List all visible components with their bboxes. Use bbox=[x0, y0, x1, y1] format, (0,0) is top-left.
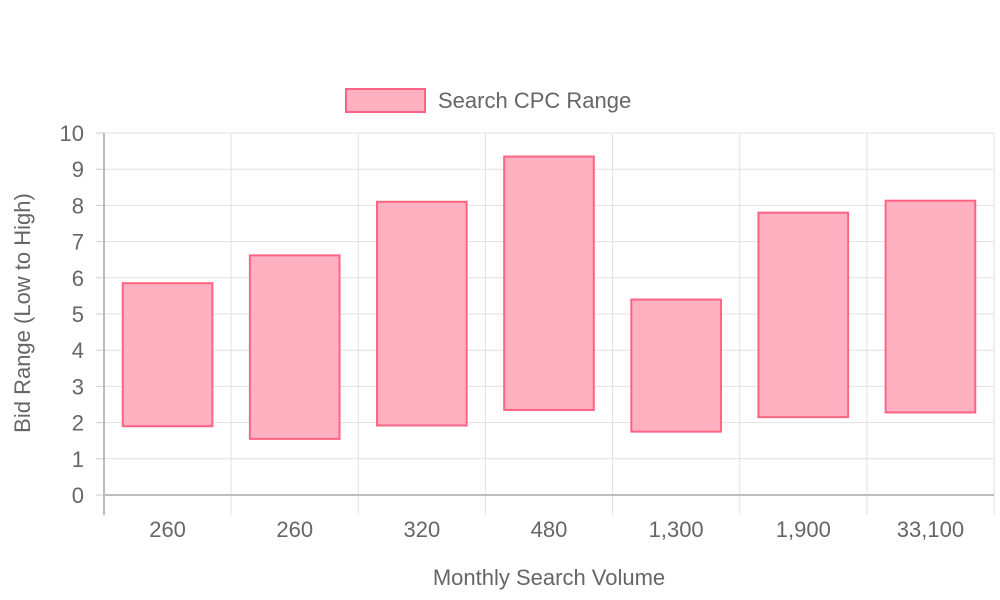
x-tick-labels: 260 260 320 480 1,300 1,900 33,100 bbox=[149, 517, 964, 542]
y-tick-label: 0 bbox=[72, 483, 84, 508]
bar-4[interactable] bbox=[630, 298, 722, 433]
y-tick-label: 6 bbox=[72, 266, 84, 291]
bar-0[interactable] bbox=[121, 282, 214, 428]
legend-label[interactable]: Search CPC Range bbox=[438, 88, 631, 113]
x-tick-label: 1,300 bbox=[649, 517, 704, 542]
y-tick-label: 3 bbox=[72, 374, 84, 399]
x-tick-label: 260 bbox=[276, 517, 313, 542]
y-axis-title: Bid Range (Low to High) bbox=[10, 193, 35, 433]
legend[interactable]: Search CPC Range bbox=[345, 88, 631, 113]
y-tick-label: 7 bbox=[72, 230, 84, 255]
bars bbox=[121, 155, 977, 440]
y-tick-labels: 0 1 2 3 4 5 6 7 8 9 10 bbox=[60, 121, 84, 508]
bar-6[interactable] bbox=[884, 199, 977, 414]
x-tick-label: 260 bbox=[149, 517, 186, 542]
x-tick-label: 1,900 bbox=[776, 517, 831, 542]
bar-1[interactable] bbox=[248, 254, 341, 440]
y-tick-label: 10 bbox=[60, 121, 84, 146]
y-tick-label: 8 bbox=[72, 193, 84, 218]
x-tick-label: 33,100 bbox=[897, 517, 964, 542]
bar-3[interactable] bbox=[503, 155, 595, 411]
axes bbox=[96, 132, 994, 515]
bar-5[interactable] bbox=[757, 211, 850, 419]
x-tick-label: 480 bbox=[531, 517, 568, 542]
y-tick-label: 5 bbox=[72, 302, 84, 327]
y-tick-label: 9 bbox=[72, 157, 84, 182]
legend-swatch[interactable] bbox=[345, 88, 426, 113]
x-tick-label: 320 bbox=[403, 517, 440, 542]
bar-2[interactable] bbox=[376, 200, 468, 427]
y-tick-label: 2 bbox=[72, 411, 84, 436]
y-tick-label: 1 bbox=[72, 447, 84, 472]
y-tick-label: 4 bbox=[72, 338, 84, 363]
x-axis-title: Monthly Search Volume bbox=[433, 565, 665, 590]
